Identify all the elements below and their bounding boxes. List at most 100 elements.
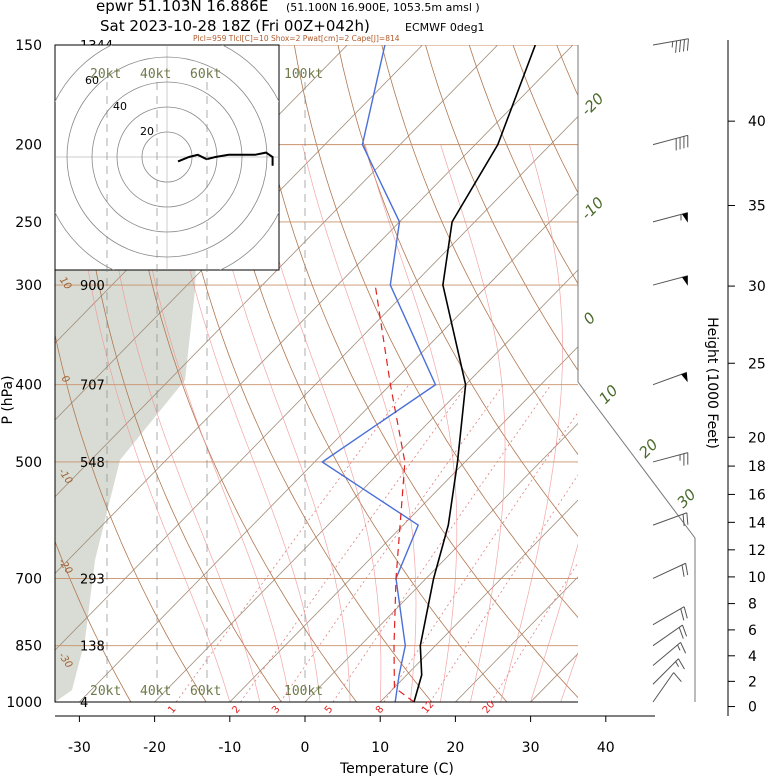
isotherms — [55, 0, 768, 719]
moist-adiabat — [101, 144, 261, 702]
isotherm-labels: -20 -10 0 10 20 30 — [577, 89, 699, 511]
barb-flag — [685, 563, 689, 576]
model-name: ECMWF 0deg1 — [405, 21, 485, 34]
wind-barb — [652, 452, 689, 466]
wind-barb — [652, 606, 688, 626]
isotherm-line — [379, 499, 578, 702]
speed-label-top: 40kt — [140, 67, 171, 82]
mixing-ratio-line — [175, 384, 410, 702]
dry-adiabat-label: 0 — [59, 374, 72, 386]
wind-barb — [652, 212, 688, 223]
isotherm-line — [454, 576, 578, 702]
mixing-ratio-label: 1 — [166, 704, 179, 716]
pressure-label: 1000 — [6, 695, 42, 711]
isotherm-line — [55, 45, 574, 575]
height-tick-label: 14 — [748, 515, 766, 531]
mixing-ratio-line — [240, 384, 468, 702]
moist-adiabat — [364, 144, 458, 702]
pressure-label: 200 — [15, 138, 42, 154]
isotherm-line — [78, 192, 578, 702]
barb-half — [677, 644, 681, 651]
barb-staff — [652, 512, 687, 526]
mixing-ratio-line — [383, 411, 578, 702]
barb-flag — [682, 624, 688, 637]
dry-adiabat — [381, 45, 578, 456]
barb-staff — [652, 212, 688, 223]
wind-barbs — [652, 38, 689, 703]
wind-barb — [652, 38, 689, 53]
pressure-label: 500 — [15, 455, 42, 471]
hodograph: 20 40 60 — [54, 44, 280, 271]
x-tick-label: 10 — [371, 740, 389, 756]
mixing-ratio-labels: 1 2 3 5 8 12 20 — [166, 699, 497, 716]
height-tick-label: 8 — [748, 597, 757, 613]
wind-barb — [652, 275, 688, 286]
height-tick-label: 40 — [748, 114, 766, 130]
parcel-profile — [374, 284, 415, 702]
height-tick-label: 2 — [748, 674, 757, 690]
height-tick-label: 4 — [748, 649, 757, 665]
dry-adiabat — [293, 45, 578, 619]
moist-adiabat — [591, 145, 768, 702]
plot-frame-right — [577, 45, 696, 702]
isotherm-label: -10 — [577, 193, 607, 223]
moist-adiabat — [204, 144, 351, 702]
barb-staff — [652, 38, 689, 46]
hodo-ring — [66, 56, 268, 258]
height-tick-label: 30 — [748, 279, 766, 295]
hodo-ring-label: 60 — [85, 74, 99, 87]
pressure-label: 850 — [15, 639, 42, 655]
barb-staff — [652, 658, 679, 685]
barb-staff — [652, 371, 687, 386]
barb-flag — [673, 672, 682, 683]
isotherm-line — [589, 0, 768, 719]
geopotential-label: 707 — [80, 379, 105, 394]
height-tick-label: 20 — [748, 430, 766, 446]
mixing-ratio-label: 8 — [374, 704, 387, 716]
isotherm-line — [304, 422, 578, 702]
hodo-ring — [91, 81, 243, 233]
height-tick-label: 10 — [748, 570, 766, 586]
speed-label-top: 60kt — [190, 67, 221, 82]
barb-flag — [680, 642, 687, 654]
isotherm-label: 0 — [580, 309, 599, 328]
barb-staff — [652, 562, 686, 579]
height-tick-label: 35 — [748, 198, 766, 214]
barb-flag — [682, 39, 686, 52]
moist-adiabat — [131, 144, 291, 702]
hodo-trace — [177, 151, 274, 166]
dry-adiabat — [556, 45, 578, 97]
barb-staff — [652, 641, 681, 666]
y-axis-title: P (hPa) — [0, 375, 16, 424]
barb-pennant — [682, 275, 688, 286]
x-tick-label: 20 — [446, 740, 464, 756]
mixing-ratio-label: 2 — [230, 704, 243, 716]
valid-time: Sat 2023-10-28 18Z (Fri 00Z+042h) — [100, 17, 370, 35]
barb-flag — [678, 627, 684, 639]
geopotential-label: 548 — [80, 456, 105, 471]
isotherm-line — [229, 346, 578, 702]
dewpoint-profile — [320, 45, 437, 702]
wind-barb — [652, 371, 688, 386]
barb-flag — [675, 40, 678, 53]
moist-adiabats — [73, 144, 768, 702]
dry-adiabat — [55, 332, 207, 702]
dry-adiabat — [425, 45, 578, 372]
barb-flag — [686, 512, 689, 525]
isotherm-line — [55, 45, 348, 344]
speed-label-bottom: 40kt — [140, 684, 171, 699]
height-tick-label: 12 — [748, 543, 766, 559]
height-tick-label: 25 — [748, 356, 766, 372]
x-tick-label: 0 — [301, 740, 310, 756]
speed-label-bottom: 100kt — [284, 684, 323, 699]
pressure-axis-ticks: 150 200 250 300 400 500 700 850 1000 — [6, 38, 42, 711]
x-tick-label: -30 — [68, 740, 91, 756]
barb-half — [671, 41, 674, 48]
speed-label-top: 100kt — [284, 67, 323, 82]
pressure-label: 150 — [15, 38, 42, 54]
barb-staff — [652, 134, 688, 146]
barb-pennant — [682, 212, 688, 223]
x-tick-label: -20 — [143, 740, 166, 756]
barb-flag — [680, 608, 685, 621]
height-axis-ticks: 0 2 4 6 8 10 12 14 16 18 20 25 30 35 40 — [728, 114, 766, 716]
